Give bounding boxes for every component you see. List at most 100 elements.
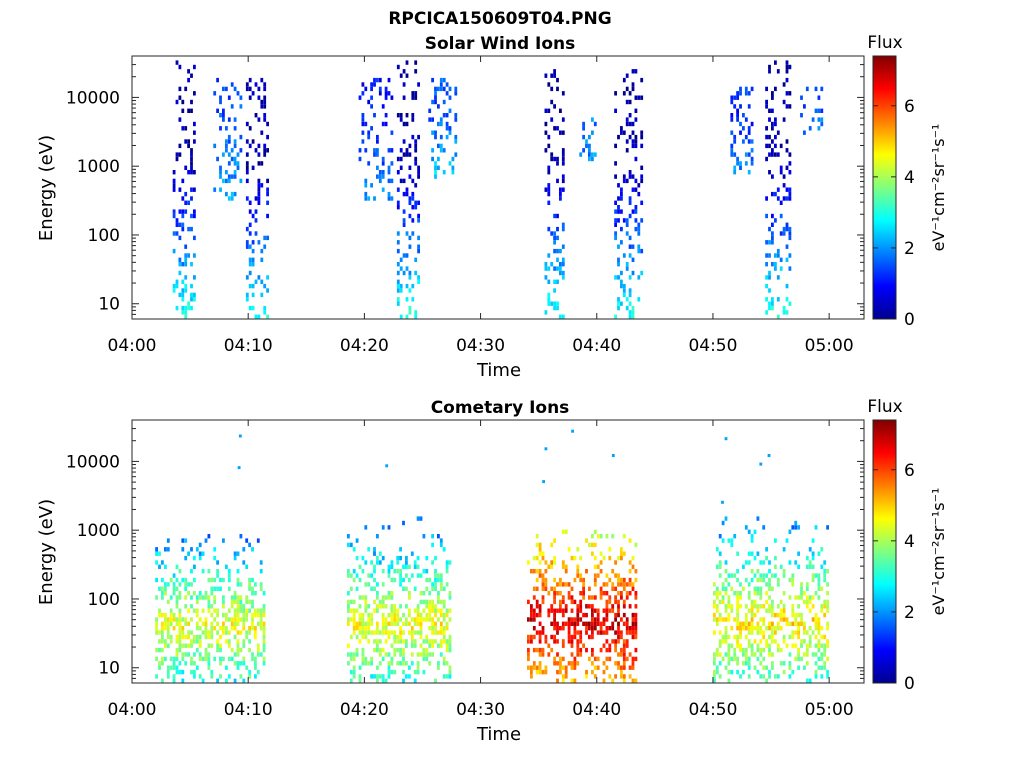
flux-cell: [442, 604, 446, 609]
flux-cell: [266, 148, 269, 153]
flux-cell: [416, 630, 420, 635]
flux-cell: [242, 626, 246, 631]
flux-cell: [544, 262, 548, 267]
flux-cell: [805, 595, 809, 600]
flux-cell: [570, 586, 574, 591]
flux-cell: [428, 108, 432, 113]
flux-cell: [817, 665, 821, 670]
flux-cell: [190, 196, 193, 201]
flux-cell: [155, 577, 158, 583]
flux-cell: [576, 652, 580, 657]
flux-cell: [771, 126, 774, 131]
flux-cell: [373, 569, 376, 574]
flux-cell: [800, 586, 803, 591]
flux-cell: [417, 235, 420, 241]
flux-cell: [559, 665, 562, 670]
flux-cell: [422, 652, 426, 657]
flux-cell: [530, 639, 533, 644]
flux-cell: [614, 674, 617, 679]
flux-cell: [553, 248, 556, 254]
flux-cell: [553, 538, 556, 543]
flux-cell: [567, 591, 571, 596]
flux-cell: [425, 577, 429, 583]
flux-cell: [184, 139, 188, 144]
flux-cell: [561, 270, 565, 276]
flux-cell: [776, 626, 780, 631]
flux-cell: [384, 630, 388, 635]
flux-cell: [634, 95, 638, 100]
flux-cell: [184, 634, 188, 640]
spectrogram-cells: [155, 429, 829, 683]
flux-cell: [207, 599, 211, 605]
flux-cell: [721, 656, 725, 662]
flux-cell: [408, 270, 412, 276]
flux-cell: [393, 652, 397, 657]
flux-cell: [585, 630, 588, 635]
flux-cell: [724, 569, 728, 574]
flux-cell: [262, 639, 266, 644]
flux-cell: [376, 665, 379, 670]
flux-cell: [750, 156, 754, 162]
flux-cell: [175, 604, 179, 609]
flux-cell: [733, 591, 737, 596]
flux-cell: [352, 612, 356, 618]
flux-cell: [442, 656, 446, 662]
flux-cell: [367, 617, 371, 622]
flux-cell: [419, 573, 423, 578]
flux-cell: [187, 608, 190, 613]
flux-cell: [628, 121, 632, 127]
flux-cell: [553, 104, 556, 109]
flux-cell: [771, 301, 774, 306]
flux-cell: [788, 253, 792, 258]
flux-cell: [771, 262, 774, 267]
flux-cell: [553, 599, 556, 605]
flux-cell: [713, 669, 716, 675]
flux-cell: [225, 126, 228, 131]
flux-cell: [166, 626, 170, 631]
flux-cell: [753, 652, 757, 657]
flux-cell: [814, 669, 818, 675]
flux-cell: [744, 604, 748, 609]
flux-cell: [236, 652, 240, 657]
flux-cell: [547, 165, 551, 170]
flux-cell: [765, 643, 768, 648]
flux-cell: [530, 617, 533, 622]
flux-cell: [771, 191, 774, 197]
flux-cell: [762, 525, 766, 530]
flux-cell: [184, 617, 188, 622]
flux-cell: [181, 669, 185, 675]
flux-cell: [553, 235, 556, 241]
flux-cell: [782, 117, 786, 122]
flux-cell: [181, 305, 185, 311]
flux-cell: [730, 113, 734, 118]
solar-wind-panel: Solar Wind Ions 04:00 04:10 04:20 04:30 04:4…: [36, 33, 948, 381]
flux-cell: [445, 621, 449, 626]
flux-cell: [759, 674, 763, 679]
flux-cell: [570, 678, 574, 683]
flux-cell: [416, 665, 420, 670]
flux-cell: [408, 564, 411, 569]
flux-cell: [399, 148, 403, 153]
flux-cell: [576, 639, 580, 644]
flux-cell: [169, 639, 173, 644]
flux-cell: [410, 573, 414, 578]
flux-cell: [193, 591, 196, 596]
flux-cell: [736, 617, 739, 622]
flux-cell: [207, 577, 211, 583]
flux-cell: [747, 656, 751, 662]
flux-cell: [788, 652, 792, 657]
flux-cell: [628, 174, 632, 179]
colorbar-tick-label: 6: [904, 461, 915, 481]
flux-cell: [172, 665, 176, 670]
flux-cell: [640, 218, 644, 223]
x-tick-label: 04:30: [456, 700, 505, 720]
flux-cell: [608, 643, 612, 648]
flux-cell: [233, 599, 237, 605]
flux-cell: [257, 187, 261, 192]
flux-cell: [431, 560, 434, 565]
flux-cell: [814, 661, 818, 666]
flux-cell: [251, 617, 254, 622]
flux-cell: [442, 612, 446, 618]
